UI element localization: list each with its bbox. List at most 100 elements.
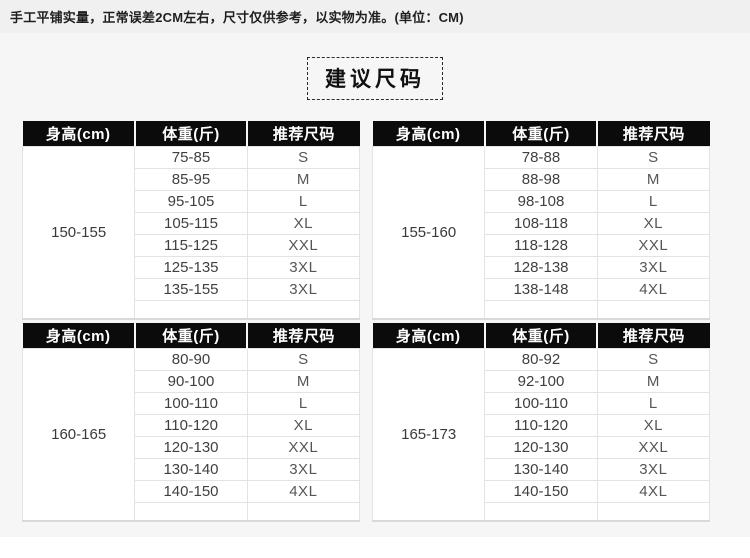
weight-range-cell: 125-135	[134, 256, 248, 279]
recommended-size-cell: XL	[596, 212, 711, 235]
col-header-weight: 体重(斤)	[483, 121, 598, 147]
height-range-cell: 160-165	[21, 348, 136, 522]
size-table-3: 身高(cm) 体重(斤) 推荐尺码 160-165 80-90 S 90-100 M 100-1…	[21, 323, 361, 522]
table-row: 140-150 4XL	[23, 480, 361, 503]
empty-cell	[134, 300, 248, 320]
table-row: 155-160 78-88 S	[371, 146, 711, 320]
recommended-size-cell: XXL	[246, 436, 361, 459]
header-row: 身高(cm) 体重(斤) 推荐尺码	[372, 121, 710, 147]
size-table-4: 身高(cm) 体重(斤) 推荐尺码 165-173 80-92 S 92-100 M 100-1…	[371, 323, 711, 522]
recommended-size-cell: 3XL	[596, 256, 711, 279]
table-row: 160-165 80-90 S	[21, 348, 361, 522]
recommended-size-cell: M	[246, 168, 361, 191]
title-wrap: 建议尺码	[0, 57, 750, 100]
recommended-size-cell: 4XL	[596, 278, 711, 301]
empty-cell	[484, 300, 598, 320]
table-row: 90-100 M	[23, 370, 361, 393]
table-row: 130-140 3XL	[373, 458, 711, 481]
empty-cell	[484, 502, 598, 522]
disclaimer-bar: 手工平铺实量，正常误差2CM左右，尺寸仅供参考，以实物为准。(单位：CM)	[0, 0, 750, 33]
recommended-size-cell: M	[246, 370, 361, 393]
table-row: 95-105 L	[23, 190, 361, 213]
table-row: 105-115 XL	[23, 212, 361, 235]
table-row: 130-140 3XL	[23, 458, 361, 481]
height-range-cell: 155-160	[371, 146, 486, 320]
bottom-strip	[0, 537, 750, 558]
recommended-size-cell: XL	[246, 212, 361, 235]
weight-range-cell: 120-130	[484, 436, 598, 459]
recommended-size-cell: 3XL	[246, 278, 361, 301]
recommended-size-cell: L	[596, 392, 711, 415]
table-row: 108-118 XL	[373, 212, 711, 235]
empty-cell	[596, 300, 711, 320]
recommended-size-cell: XL	[596, 414, 711, 437]
table-row: 140-150 4XL	[373, 480, 711, 503]
table-row: 165-173 80-92 S	[371, 348, 711, 522]
weight-range-cell: 78-88	[484, 146, 598, 169]
empty-cell	[246, 300, 361, 320]
empty-row	[23, 502, 361, 522]
recommended-size-cell: L	[596, 190, 711, 213]
table-row: 115-125 XXL	[23, 234, 361, 257]
section-title: 建议尺码	[325, 68, 425, 91]
col-header-weight: 体重(斤)	[133, 121, 248, 147]
col-header-size: 推荐尺码	[596, 121, 710, 147]
recommended-size-cell: L	[246, 190, 361, 213]
recommended-size-cell: 3XL	[596, 458, 711, 481]
weight-range-cell: 98-108	[484, 190, 598, 213]
weight-range-cell: 108-118	[484, 212, 598, 235]
weight-range-cell: 75-85	[134, 146, 248, 169]
recommended-size-cell: 4XL	[596, 480, 711, 503]
weight-range-cell: 130-140	[484, 458, 598, 481]
header-row: 身高(cm) 体重(斤) 推荐尺码	[22, 323, 360, 349]
recommended-size-cell: S	[596, 146, 711, 169]
empty-row	[373, 300, 711, 320]
size-table-1: 身高(cm) 体重(斤) 推荐尺码 150-155 75-85 S 85-95 M 95-105…	[21, 121, 361, 320]
weight-range-cell: 110-120	[134, 414, 248, 437]
weight-range-cell: 90-100	[134, 370, 248, 393]
weight-range-cell: 138-148	[484, 278, 598, 301]
col-header-size: 推荐尺码	[246, 121, 360, 147]
header-row: 身高(cm) 体重(斤) 推荐尺码	[372, 323, 710, 349]
empty-cell	[246, 502, 361, 522]
col-header-weight: 体重(斤)	[483, 323, 598, 349]
recommended-size-cell: S	[596, 348, 711, 371]
table-row: 150-155 75-85 S	[21, 146, 361, 320]
col-header-height: 身高(cm)	[22, 121, 135, 147]
header-row: 身高(cm) 体重(斤) 推荐尺码	[22, 121, 360, 147]
weight-range-cell: 100-110	[484, 392, 598, 415]
empty-row	[373, 502, 711, 522]
weight-range-cell: 92-100	[484, 370, 598, 393]
recommended-size-cell: XXL	[596, 436, 711, 459]
recommended-size-cell: M	[596, 370, 711, 393]
table-row: 138-148 4XL	[373, 278, 711, 301]
recommended-size-cell: M	[596, 168, 711, 191]
section-title-box: 建议尺码	[307, 57, 443, 100]
disclaimer-text: 手工平铺实量，正常误差2CM左右，尺寸仅供参考，以实物为准。(单位：CM)	[10, 10, 464, 25]
table-row: 120-130 XXL	[373, 436, 711, 459]
height-range-cell: 150-155	[21, 146, 136, 320]
table-row: 100-110 L	[23, 392, 361, 415]
recommended-size-cell: XXL	[246, 234, 361, 257]
recommended-size-cell: XL	[246, 414, 361, 437]
size-tables-grid: 身高(cm) 体重(斤) 推荐尺码 150-155 75-85 S 85-95 M 95-105…	[0, 121, 750, 522]
weight-range-cell: 88-98	[484, 168, 598, 191]
recommended-size-cell: 3XL	[246, 458, 361, 481]
size-table-2: 身高(cm) 体重(斤) 推荐尺码 155-160 78-88 S 88-98 M 98-108…	[371, 121, 711, 320]
weight-range-cell: 128-138	[484, 256, 598, 279]
weight-range-cell: 85-95	[134, 168, 248, 191]
recommended-size-cell: 4XL	[246, 480, 361, 503]
recommended-size-cell: S	[246, 348, 361, 371]
col-header-height: 身高(cm)	[372, 323, 485, 349]
recommended-size-cell: S	[246, 146, 361, 169]
recommended-size-cell: XXL	[596, 234, 711, 257]
col-header-size: 推荐尺码	[596, 323, 710, 349]
table-row: 110-120 XL	[23, 414, 361, 437]
table-row: 110-120 XL	[373, 414, 711, 437]
recommended-size-cell: L	[246, 392, 361, 415]
empty-cell	[596, 502, 711, 522]
weight-range-cell: 110-120	[484, 414, 598, 437]
weight-range-cell: 140-150	[134, 480, 248, 503]
weight-range-cell: 118-128	[484, 234, 598, 257]
table-row: 135-155 3XL	[23, 278, 361, 301]
